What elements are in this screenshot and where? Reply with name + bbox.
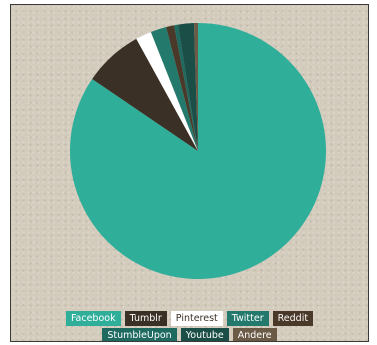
- legend-item-andere[interactable]: Andere: [232, 328, 277, 341]
- pie-slice-reddit[interactable]: [166, 25, 198, 151]
- pie-slice-andere[interactable]: [193, 22, 198, 152]
- chart-panel: Facebook Tumblr Pinterest Twitter Reddit…: [10, 4, 369, 342]
- legend-item-twitter[interactable]: Twitter: [226, 311, 269, 326]
- pie-chart: [69, 22, 326, 279]
- pie-slice-pinterest[interactable]: [136, 31, 198, 152]
- legend-item-youtube[interactable]: Youtube: [180, 328, 229, 341]
- legend-row-2: StumbleUpon Youtube Andere: [11, 328, 368, 341]
- legend-item-tumblr[interactable]: Tumblr: [124, 311, 167, 326]
- legend-item-facebook[interactable]: Facebook: [65, 311, 121, 326]
- pie-slice-stumbleupon[interactable]: [174, 24, 198, 151]
- legend-row-1: Facebook Tumblr Pinterest Twitter Reddit: [11, 311, 368, 326]
- pie-slice-twitter[interactable]: [150, 27, 198, 151]
- pie-slice-youtube[interactable]: [177, 23, 198, 152]
- pie-slice-facebook[interactable]: [69, 23, 326, 279]
- pie-slice-tumblr[interactable]: [92, 38, 198, 151]
- legend-item-stumbleupon[interactable]: StumbleUpon: [102, 328, 177, 341]
- legend-item-reddit[interactable]: Reddit: [272, 311, 314, 326]
- legend-item-pinterest[interactable]: Pinterest: [170, 311, 223, 326]
